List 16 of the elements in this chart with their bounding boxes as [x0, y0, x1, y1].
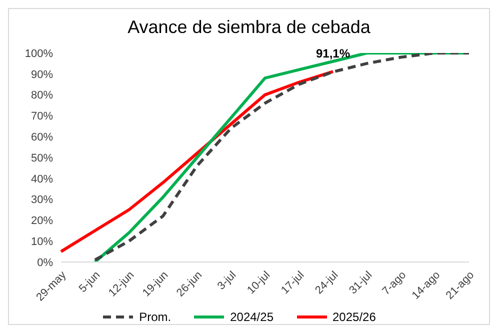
y-tick-label: 40% [30, 173, 54, 186]
legend-label: 2025/26 [332, 310, 376, 324]
y-tick-label: 30% [30, 194, 54, 206]
chart-title: Avance de siembra de cebada [126, 17, 372, 39]
legend-label: Prom. [139, 310, 172, 324]
data-label: 91,1% [316, 46, 350, 61]
y-tick-label: 60% [30, 132, 54, 144]
legend-label: 2024/25 [230, 310, 274, 324]
y-tick-label: 10% [30, 236, 54, 248]
y-tick-label: 20% [30, 215, 54, 228]
y-tick-label: 70% [30, 110, 54, 123]
y-tick-label: 100% [24, 48, 54, 60]
y-tick-label: 0% [37, 256, 54, 269]
y-tick-label: 50% [30, 152, 54, 164]
y-tick-label: 80% [30, 90, 54, 102]
y-tick-label: 90% [30, 68, 54, 81]
